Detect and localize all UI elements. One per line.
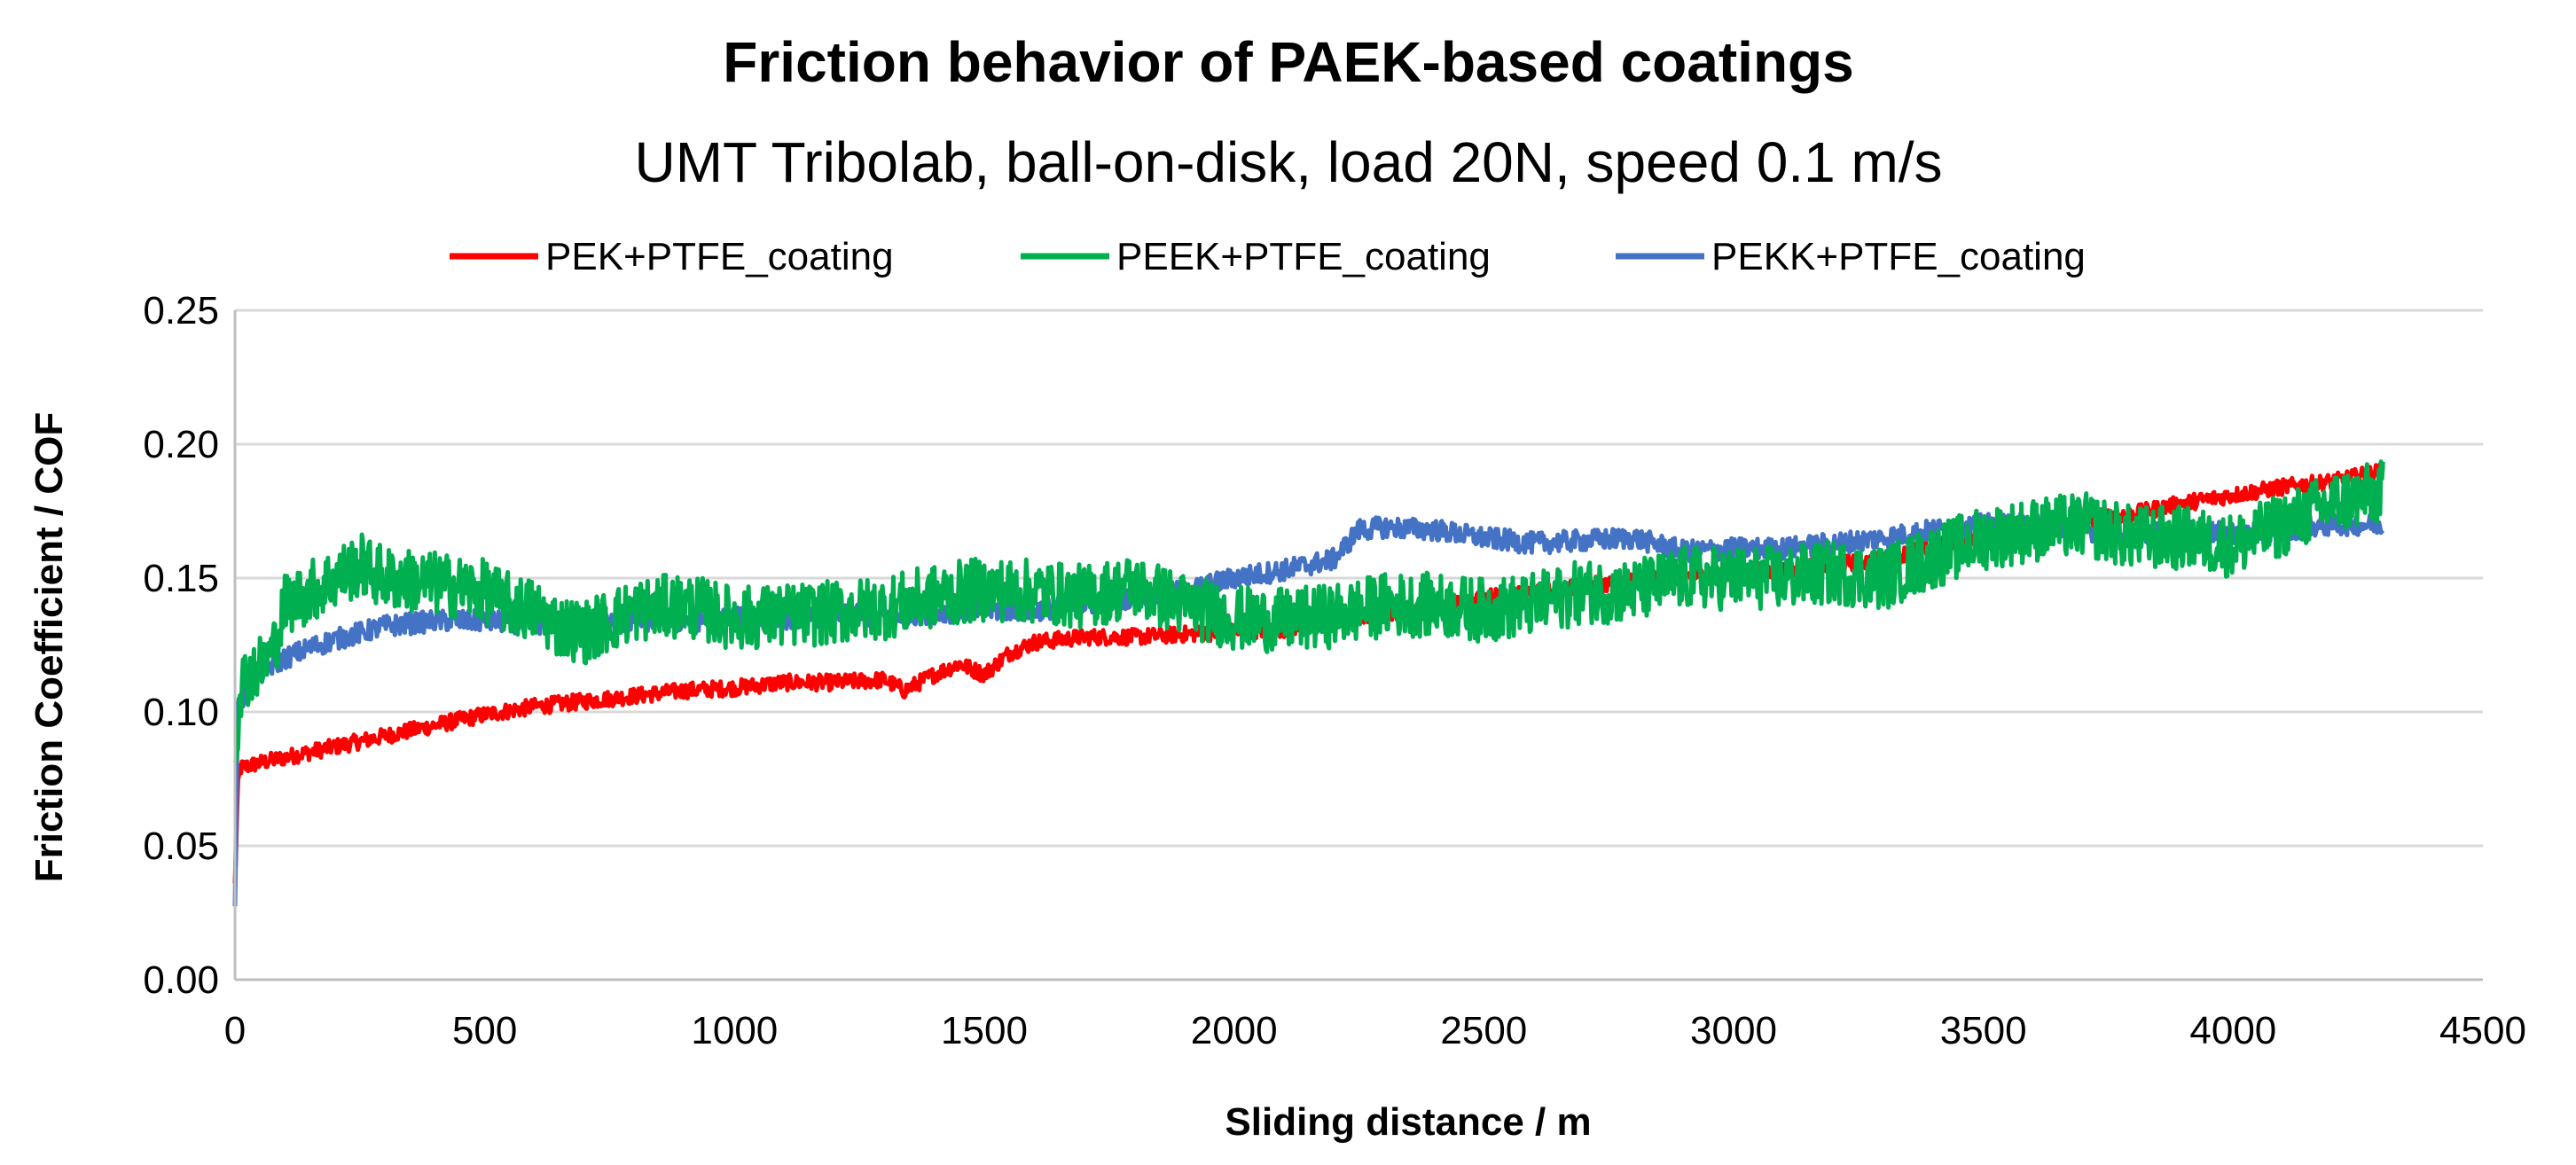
grid-lines [235,309,2483,848]
x-tick-label-9: 4500 [2439,1009,2526,1052]
legend-label-pek-ptfe-coating: PEK+PTFE_coating [545,235,894,278]
y-tick-label-2: 0.10 [143,691,219,734]
axes [233,310,2483,981]
chart-title: Friction behavior of PAEK-based coatings [723,30,1853,94]
x-tick-label-5: 2500 [1440,1009,1527,1052]
series-group [232,459,2385,907]
x-axis-label: Sliding distance / m [1225,1100,1591,1144]
y-tick-label-3: 0.15 [143,557,219,600]
x-tick-label-2: 1000 [691,1009,778,1052]
x-tick-label-4: 2000 [1191,1009,1278,1052]
x-tick-label-1: 500 [452,1009,517,1052]
y-tick-label-5: 0.25 [143,289,219,332]
y-tick-label-1: 0.05 [143,825,219,868]
y-tick-labels: 0.00 0.05 0.10 0.15 0.20 0.25 [143,289,219,1002]
x-tick-label-8: 4000 [2189,1009,2276,1052]
series-line-peek-ptfe-coating [232,459,2385,764]
chart-subtitle: UMT Tribolab, ball-on-disk, load 20N, sp… [634,130,1942,194]
x-tick-label-6: 3000 [1690,1009,1777,1052]
legend-label-pekk-ptfe-coating: PEKK+PTFE_coating [1711,235,2086,278]
x-tick-label-0: 0 [224,1009,246,1052]
y-axis-label: Friction Coefficient / COF [27,412,71,882]
x-tick-label-3: 1500 [941,1009,1028,1052]
x-tick-labels: 0 500 1000 1500 2000 2500 3000 3500 4000 4500 [224,1009,2526,1052]
legend-label-peek-ptfe-coating: PEEK+PTFE_coating [1116,235,1491,278]
legend: PEK+PTFE_coating PEEK+PTFE_coating PEKK+PT… [450,235,2086,278]
y-tick-label-0: 0.00 [143,958,219,1002]
y-tick-label-4: 0.20 [143,423,219,466]
x-tick-label-7: 3500 [1940,1009,2027,1052]
